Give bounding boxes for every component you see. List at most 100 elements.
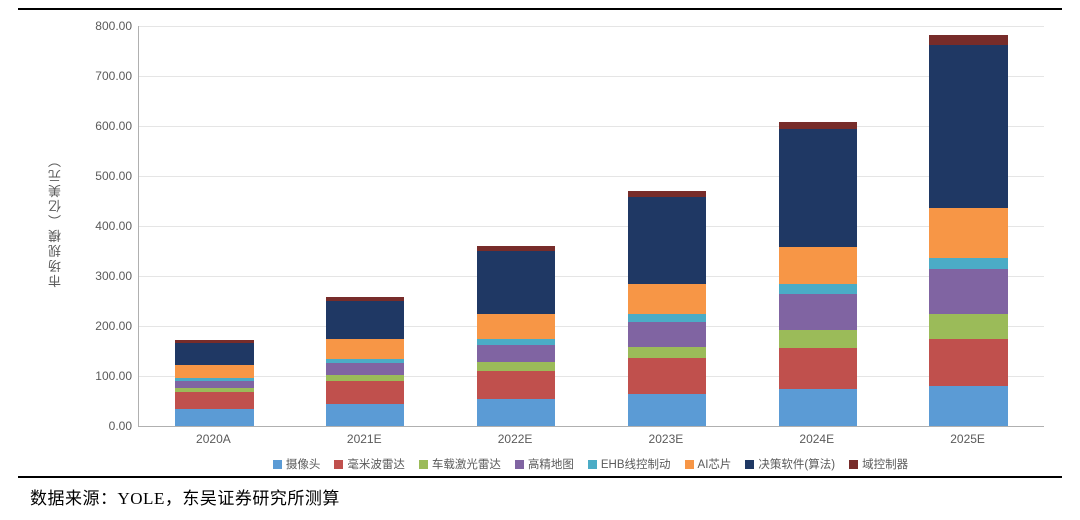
y-tick-label: 0.00 — [72, 419, 132, 433]
bar-segment-aichip — [628, 284, 706, 314]
bar-segment-dcu — [477, 246, 555, 251]
x-tick-label: 2023E — [649, 432, 684, 446]
legend-swatch — [745, 460, 754, 469]
gridline — [139, 226, 1044, 227]
bar-segment-camera — [929, 386, 1007, 426]
legend-item-sw: 决策软件(算法) — [745, 456, 835, 472]
bar-group — [326, 297, 404, 426]
bar-segment-lidar — [477, 362, 555, 371]
bar-segment-sw — [929, 45, 1007, 208]
y-axis-label: 市场规模（亿美元） — [46, 153, 65, 288]
y-tick-label: 400.00 — [72, 219, 132, 233]
y-tick-label: 300.00 — [72, 269, 132, 283]
bar-segment-mmwave — [779, 348, 857, 389]
legend-swatch — [515, 460, 524, 469]
x-tick-label: 2020A — [196, 432, 231, 446]
legend-item-lidar: 车载激光雷达 — [419, 456, 501, 472]
bar-segment-lidar — [929, 314, 1007, 339]
bar-segment-mmwave — [929, 339, 1007, 387]
legend-item-camera: 摄像头 — [273, 456, 321, 472]
bar-segment-lidar — [779, 330, 857, 348]
bar-segment-dcu — [326, 297, 404, 301]
bar-group — [929, 35, 1007, 426]
legend-item-mmwave: 毫米波雷达 — [334, 456, 405, 472]
legend-label: AI芯片 — [698, 459, 732, 471]
bar-segment-hdmap — [175, 381, 253, 389]
bar-segment-hdmap — [779, 294, 857, 330]
bar-segment-sw — [779, 129, 857, 247]
chart-area: 市场规模（亿美元） 摄像头 毫米波雷达 车载激光雷达 高精地图 EHB线控制动 AI芯片 决… — [18, 20, 1062, 475]
y-tick-label: 600.00 — [72, 119, 132, 133]
legend-label: 决策软件(算法) — [758, 459, 835, 471]
y-tick-label: 800.00 — [72, 19, 132, 33]
x-tick-label: 2021E — [347, 432, 382, 446]
legend-label: 高精地图 — [528, 459, 574, 471]
gridline — [139, 126, 1044, 127]
legend: 摄像头 毫米波雷达 车载激光雷达 高精地图 EHB线控制动 AI芯片 决策软件(算法) 域控制… — [138, 456, 1043, 472]
plot-area — [138, 26, 1044, 427]
bar-segment-hdmap — [929, 269, 1007, 314]
x-tick-label: 2022E — [498, 432, 533, 446]
y-tick-label: 200.00 — [72, 319, 132, 333]
bar-segment-dcu — [628, 191, 706, 197]
bar-segment-ehb — [326, 359, 404, 363]
bar-segment-mmwave — [477, 371, 555, 399]
bar-segment-hdmap — [628, 322, 706, 347]
bar-segment-camera — [779, 389, 857, 427]
bar-segment-camera — [477, 399, 555, 427]
bar-group — [477, 246, 555, 426]
bar-segment-lidar — [175, 388, 253, 392]
gridline — [139, 76, 1044, 77]
source-label: 数据来源：YOLE，东吴证券研究所测算 — [30, 484, 340, 509]
bar-segment-hdmap — [326, 363, 404, 376]
bar-segment-mmwave — [628, 358, 706, 394]
bar-segment-dcu — [929, 35, 1007, 45]
bar-segment-camera — [628, 394, 706, 427]
bar-segment-ehb — [175, 378, 253, 381]
gridline — [139, 376, 1044, 377]
x-tick-label: 2024E — [799, 432, 834, 446]
y-tick-label: 500.00 — [72, 169, 132, 183]
legend-swatch — [334, 460, 343, 469]
bar-segment-lidar — [326, 375, 404, 381]
legend-label: 车载激光雷达 — [432, 459, 501, 471]
legend-swatch — [849, 460, 858, 469]
legend-item-dcu: 域控制器 — [849, 456, 908, 472]
gridline — [139, 176, 1044, 177]
legend-item-aichip: AI芯片 — [685, 456, 732, 472]
bar-group — [628, 191, 706, 427]
bar-segment-ehb — [477, 339, 555, 345]
legend-label: 域控制器 — [862, 459, 908, 471]
bar-segment-aichip — [477, 314, 555, 339]
chart-frame: 市场规模（亿美元） 摄像头 毫米波雷达 车载激光雷达 高精地图 EHB线控制动 AI芯片 决… — [18, 8, 1062, 478]
bar-segment-camera — [326, 404, 404, 427]
bar-segment-ehb — [929, 258, 1007, 269]
gridline — [139, 276, 1044, 277]
bar-segment-sw — [175, 343, 253, 366]
bar-segment-camera — [175, 409, 253, 427]
legend-swatch — [419, 460, 428, 469]
y-tick-label: 700.00 — [72, 69, 132, 83]
legend-label: EHB线控制动 — [601, 459, 671, 471]
bar-segment-aichip — [779, 247, 857, 285]
bar-segment-sw — [477, 251, 555, 314]
x-tick-label: 2025E — [950, 432, 985, 446]
bar-segment-aichip — [929, 208, 1007, 258]
bar-segment-sw — [628, 197, 706, 285]
bar-segment-dcu — [779, 122, 857, 130]
bar-segment-ehb — [779, 284, 857, 294]
bar-segment-dcu — [175, 340, 253, 343]
gridline — [139, 326, 1044, 327]
legend-item-ehb: EHB线控制动 — [588, 456, 671, 472]
bar-segment-mmwave — [326, 381, 404, 404]
bar-group — [779, 122, 857, 427]
y-tick-label: 100.00 — [72, 369, 132, 383]
bar-segment-aichip — [326, 339, 404, 359]
bar-segment-ehb — [628, 314, 706, 322]
bar-segment-mmwave — [175, 392, 253, 409]
bar-segment-sw — [326, 301, 404, 339]
legend-label: 毫米波雷达 — [347, 459, 405, 471]
bar-segment-hdmap — [477, 345, 555, 363]
legend-swatch — [273, 460, 282, 469]
bar-segment-aichip — [175, 365, 253, 378]
